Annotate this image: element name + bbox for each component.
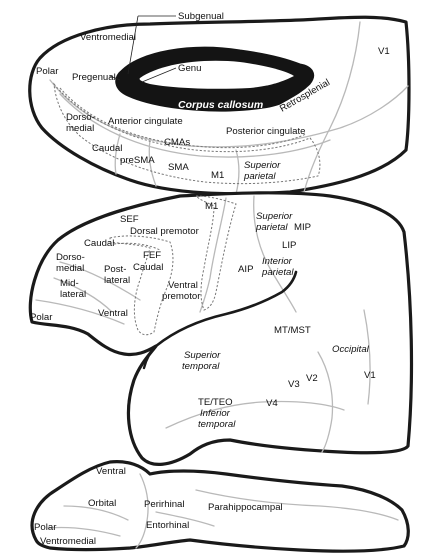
label-pregenual: Pregenual: [72, 72, 116, 83]
lateral-sulcus-frontal-1: [59, 261, 141, 301]
label-postlateral-1: Post-: [104, 264, 126, 275]
label-inferior-temporal-2: temporal: [198, 419, 236, 430]
ventral-sulcus-rhinal: [135, 473, 149, 549]
label-superior-parietal-lateral-2: parietal: [255, 222, 288, 233]
label-caudal-lower: Caudal: [133, 262, 163, 273]
label-interior-parietal-1: Interior: [262, 256, 293, 267]
lateral-fissure: [154, 270, 298, 348]
medial-view: Subgenual Ventromedial V1 Polar Pregenua…: [28, 11, 411, 196]
label-midlateral-2: lateral: [60, 289, 86, 300]
label-superior-temporal-2: temporal: [182, 361, 220, 372]
label-v1-lateral: V1: [364, 370, 376, 381]
lateral-dashed-caudal: [109, 235, 174, 336]
ventral-outline: [30, 460, 410, 553]
label-inferior-temporal-1: Inferior: [200, 408, 231, 419]
medial-sulcus-6: [114, 133, 121, 175]
label-ventral-ventral: Ventral: [96, 466, 126, 477]
lateral-sulcus-central: [199, 197, 227, 313]
label-sma: SMA: [168, 162, 189, 173]
lateral-sulcus-ips: [253, 195, 297, 313]
label-dorsomedial-medial-2: medial: [66, 123, 94, 134]
label-cmas: CMAs: [164, 137, 190, 148]
medial-dashed-region: [53, 82, 321, 185]
label-posterior-cingulate: Posterior cingulate: [226, 126, 305, 137]
label-polar-lateral: Polar: [30, 312, 53, 323]
label-sef: SEF: [120, 214, 139, 225]
leader-genu: [141, 67, 177, 83]
ventral-sulcus-orbital: [63, 505, 129, 521]
label-te-teo: TE/TEO: [198, 397, 233, 408]
label-v4: V4: [266, 398, 278, 409]
label-v1-medial: V1: [378, 46, 390, 57]
lateral-dashed-precentral: [194, 195, 237, 311]
label-v3: V3: [288, 379, 300, 390]
corpus-callosum-gap: [139, 60, 294, 89]
ventral-view: Ventral Orbital Perirhinal Parahippocamp…: [30, 460, 410, 553]
label-superior-parietal-medial-2: parietal: [243, 171, 276, 182]
label-v2: V2: [306, 373, 318, 384]
label-polar-medial: Polar: [36, 66, 59, 77]
medial-sulcus-4: [235, 149, 240, 195]
label-postlateral-2: lateral: [104, 275, 130, 286]
label-mip: MIP: [294, 222, 311, 233]
superior-temporal-boundary: [142, 344, 158, 370]
label-m1-lateral: M1: [205, 201, 218, 212]
label-lip: LIP: [282, 240, 296, 251]
lateral-sulcus-sts-lower: [165, 400, 345, 429]
label-mt-mst: MT/MST: [274, 325, 311, 336]
label-orbital: Orbital: [88, 498, 116, 509]
label-presma: preSMA: [120, 155, 155, 166]
label-entorhinal: Entorhinal: [146, 520, 189, 531]
label-caudal-medial: Caudal: [92, 143, 122, 154]
lateral-sulcus-frontal-3: [53, 277, 113, 313]
label-dorsomedial-lateral-2: medial: [56, 263, 84, 274]
label-interior-parietal-2: parietal: [261, 267, 294, 278]
lateral-sulcus-occipital: [363, 309, 371, 405]
label-caudal-upper: Caudal: [84, 238, 114, 249]
medial-sulcus-2: [59, 93, 331, 158]
label-fef: FEF: [143, 250, 161, 261]
medial-sulcus-1: [49, 79, 409, 148]
lateral-dashed-inner: [113, 242, 161, 251]
label-parahippocampal: Parahippocampal: [208, 502, 283, 513]
label-perirhinal: Perirhinal: [144, 499, 185, 510]
label-ventromedial-top: Ventromedial: [80, 32, 136, 43]
label-m1-medial: M1: [211, 170, 224, 181]
label-ventral-premotor-2: premotor: [162, 291, 201, 302]
label-dorsal-premotor: Dorsal premotor: [130, 226, 200, 237]
leader-subgenual-2: [127, 15, 139, 75]
label-midlateral-1: Mid-: [60, 278, 79, 289]
ventral-sulcus-occ: [195, 489, 399, 521]
label-superior-parietal-lateral-1: Superior: [256, 211, 293, 222]
ventral-sulcus-medial: [47, 526, 121, 537]
label-anterior-cingulate: Anterior cingulate: [108, 116, 183, 127]
label-polar-ventral: Polar: [34, 522, 57, 533]
label-ventral-lateral: Ventral: [98, 308, 128, 319]
lateral-view: M1 SEF Dorsal premotor Superior parietal…: [28, 191, 414, 466]
label-ventral-premotor-1: Ventral: [168, 280, 198, 291]
label-corpus-callosum: Corpus callosum: [178, 99, 263, 111]
label-dorsomedial-medial-1: Dorso-: [66, 112, 95, 123]
label-genu: Genu: [178, 63, 201, 74]
lateral-outline: [28, 191, 414, 466]
lateral-sulcus-frontal-2: [35, 299, 125, 325]
leader-pregenual: [109, 75, 121, 81]
medial-sulcus-5: [148, 139, 157, 187]
label-occipital: Occipital: [332, 344, 370, 355]
label-aip: AIP: [238, 264, 253, 275]
label-superior-parietal-medial-1: Superior: [244, 160, 281, 171]
ventral-sulcus-entorhinal: [155, 511, 215, 527]
medial-dashed-inner: [59, 87, 307, 149]
label-dorsomedial-lateral-1: Dorso-: [56, 252, 85, 263]
label-ventromedial-bottom: Ventromedial: [40, 536, 96, 547]
label-superior-temporal-1: Superior: [184, 350, 221, 361]
label-subgenual: Subgenual: [178, 11, 224, 22]
lateral-sulcus-lunate: [317, 351, 334, 453]
medial-sulcus-3: [303, 21, 361, 193]
